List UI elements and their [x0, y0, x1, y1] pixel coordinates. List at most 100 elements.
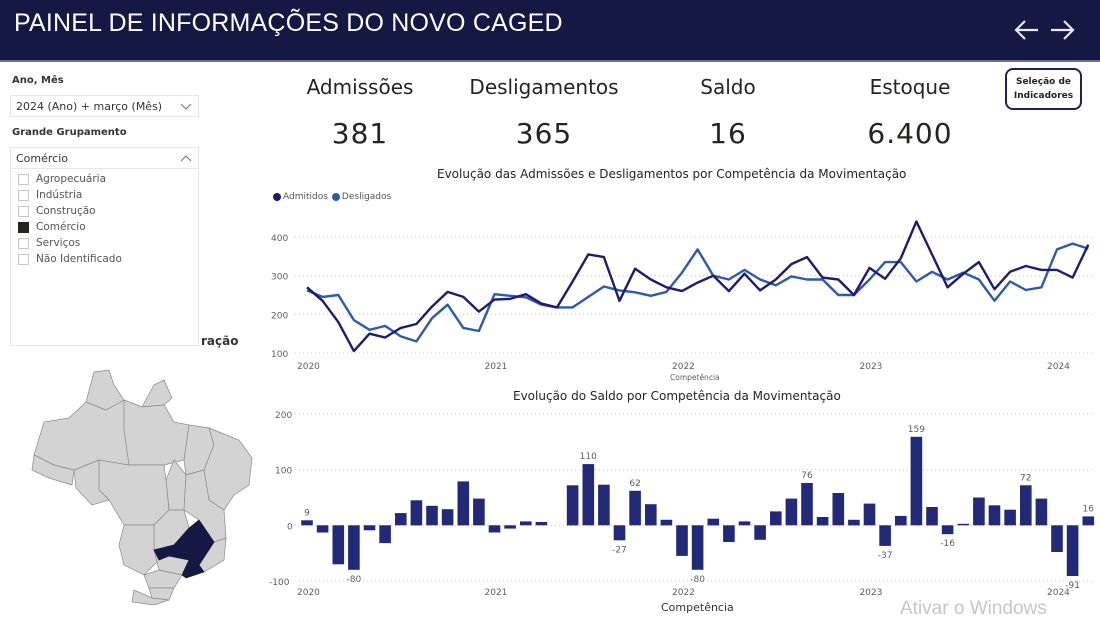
option-industria[interactable]: Indústria: [18, 188, 82, 202]
bar: [582, 464, 595, 526]
back-button[interactable]: [1012, 16, 1042, 44]
forward-button[interactable]: [1047, 16, 1077, 44]
bar: [988, 505, 1001, 526]
grande-grupamento-selected: Comércio: [16, 152, 69, 165]
kpi-estoque-value: 6.400: [867, 117, 953, 150]
legend-item-desligados[interactable]: Desligados: [331, 192, 392, 202]
data-label: -37: [878, 551, 893, 561]
data-label: 62: [629, 479, 640, 489]
bar: [848, 519, 860, 526]
ano-mes-label: Ano, Mês: [12, 75, 64, 86]
legend-dot-icon: [331, 193, 340, 201]
data-label: 9: [304, 508, 310, 518]
legend-label: Desligados: [341, 192, 392, 202]
option-agropecuaria[interactable]: Agropecuária: [18, 172, 106, 186]
x-tick-label: 2021: [485, 362, 508, 372]
bar: [410, 500, 423, 526]
checkbox[interactable]: [18, 189, 29, 201]
selecao-line1: Seleção de: [1015, 77, 1072, 87]
ano-mes-dropdown[interactable]: 2024 (Ano) + março (Mês): [10, 95, 199, 117]
checkbox[interactable]: [18, 205, 29, 217]
ano-mes-selected: 2024 (Ano) + março (Mês): [16, 100, 163, 113]
bar: [1082, 516, 1095, 526]
grande-grupamento-dropdown[interactable]: Comércio: [10, 147, 199, 169]
bar: [957, 523, 970, 526]
map-title-partial: ração: [201, 334, 239, 348]
option-nao-identificado[interactable]: Não Identificado: [18, 252, 122, 266]
bar: [379, 525, 391, 544]
data-label: 159: [908, 425, 925, 435]
bar: [535, 522, 548, 526]
checkbox-checked[interactable]: [18, 221, 29, 233]
data-label: 76: [801, 471, 813, 481]
bar: [613, 525, 626, 541]
bar: [441, 509, 454, 526]
bar: [598, 484, 610, 526]
data-label: -27: [612, 545, 627, 555]
map-state-pa: [123, 399, 190, 466]
bar: [301, 520, 313, 526]
option-comercio[interactable]: Comércio: [18, 220, 86, 234]
checkbox[interactable]: [18, 173, 29, 185]
option-label: Não Identificado: [36, 253, 122, 265]
map-state-mg-highlighted: [153, 519, 215, 579]
bar: [941, 525, 954, 535]
y-tick-label: -100: [269, 578, 290, 588]
data-label: 72: [1020, 473, 1031, 483]
brazil-map[interactable]: [14, 360, 254, 605]
bar: [1020, 485, 1032, 526]
bar: [816, 517, 829, 526]
bar: [566, 485, 579, 526]
y-tick-label: 400: [271, 234, 288, 244]
x-tick-label: 2024: [1047, 362, 1070, 372]
bar-chart: -100 0 100 200 2020 2021 2022 2023 2024 Competênc…: [269, 411, 1095, 614]
line-chart: 100 200 300 400 2020 2021 2022 2023 2024 Competên…: [271, 220, 1093, 382]
y-tick-label: 200: [275, 411, 292, 421]
arrow-left-icon: [1014, 20, 1038, 40]
legend-item-admitidos[interactable]: Admitidos: [273, 192, 328, 202]
bar: [660, 519, 673, 526]
series-line-desligados: [306, 242, 1089, 343]
kpi-desligamentos-value: 365: [515, 117, 573, 150]
map-state-ac: [31, 454, 75, 486]
x-tick-label: 2023: [860, 588, 883, 598]
bar: [832, 493, 845, 526]
kpi-estoque-label: Estoque: [869, 75, 951, 99]
bar: [348, 525, 360, 570]
bar: [473, 498, 485, 526]
data-label: 16: [1083, 504, 1095, 514]
option-servicos[interactable]: Serviços: [18, 236, 80, 250]
y-tick-label: 0: [287, 522, 293, 532]
map-state-ro: [73, 459, 110, 506]
arrow-right-icon: [1051, 20, 1075, 40]
bar: [426, 505, 438, 526]
bar: [629, 490, 641, 526]
bar: [1051, 525, 1063, 552]
bar: [723, 525, 735, 542]
bar: [645, 504, 657, 526]
x-tick-label: 2020: [297, 362, 320, 372]
kpi-saldo-value: 16: [709, 117, 747, 150]
windows-activation-watermark: Ativar o Windows: [900, 598, 1047, 619]
y-tick-label: 100: [271, 350, 288, 360]
bar: [395, 513, 407, 526]
x-tick-label: 2022: [672, 362, 695, 372]
bar: [738, 521, 751, 526]
option-construcao[interactable]: Construção: [18, 204, 96, 218]
selecao-indicadores-button[interactable]: Seleção de Indicadores: [1005, 68, 1082, 110]
bar: [691, 525, 704, 570]
kpi-saldo-label: Saldo: [700, 75, 756, 99]
legend-dot-icon: [273, 193, 281, 201]
kpi-desligamentos-label: Desligamentos: [469, 75, 619, 99]
bar: [895, 515, 907, 526]
data-label: -80: [690, 575, 705, 585]
map-state-ap: [141, 379, 173, 408]
checkbox[interactable]: [18, 237, 29, 249]
bar-chart-title: Evolução do Saldo por Competência da Mov…: [513, 389, 841, 403]
checkbox[interactable]: [18, 253, 29, 265]
option-label: Serviços: [36, 237, 81, 249]
bar: [520, 521, 532, 526]
x-tick-label: 2021: [485, 588, 508, 598]
chevron-down-icon: [180, 103, 192, 110]
grande-grupamento-list: Agropecuária Indústria Construção Comérc…: [10, 168, 199, 346]
